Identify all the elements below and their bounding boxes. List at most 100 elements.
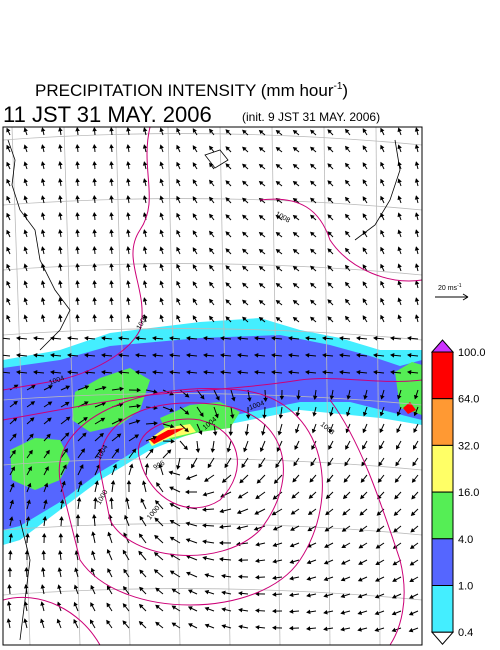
wind-arrow-head [306, 592, 311, 598]
wind-arrow-head [356, 370, 361, 375]
wind-arrow-head [397, 212, 402, 218]
wind-arrow-head [394, 494, 399, 500]
wind-arrow-head [311, 445, 316, 450]
wind-arrow-head [362, 145, 367, 150]
wind-arrow-head [323, 609, 328, 615]
wind-arrow-head [176, 246, 181, 252]
wind-arrow-head [292, 282, 298, 288]
wind-arrow-head [275, 300, 281, 305]
wind-arrow-head [40, 280, 46, 285]
wind-arrow-head [324, 543, 329, 548]
wind-arrow-head [92, 514, 97, 519]
wind-arrow-head [322, 336, 327, 341]
wind-arrow-head [322, 353, 327, 358]
wind-arrow-head [40, 195, 46, 200]
wind-arrow-head [153, 389, 158, 394]
wind-arrow-head [142, 178, 148, 183]
wind-arrow-head [171, 605, 177, 610]
wind-arrow-head [6, 195, 11, 201]
wind-arrow-head [92, 228, 97, 234]
wind-arrow-head [278, 414, 284, 419]
wind-arrow-head [407, 353, 412, 358]
coastline [354, 139, 401, 241]
wind-arrow-head [344, 281, 350, 287]
wind-arrow-head [242, 248, 247, 254]
wind-arrow-head [271, 511, 277, 516]
wind-arrow-head [356, 353, 361, 358]
wind-arrow-head [414, 212, 420, 217]
wind-arrow-head [209, 145, 214, 151]
meridian [375, 127, 381, 645]
wind-arrow-head [279, 395, 285, 401]
wind-arrow-head [410, 528, 416, 533]
wind-arrow [3, 354, 11, 357]
wind-arrow-head [258, 316, 264, 322]
wind-arrow-head [76, 497, 82, 502]
wind-arrow-head [258, 282, 264, 288]
wind-arrow-head [10, 466, 15, 471]
vector-scale-sup: -1 [457, 283, 462, 289]
wind-arrow-head [258, 146, 264, 152]
wind-arrow-head [129, 463, 134, 469]
wind-arrow-head [219, 557, 224, 562]
wind-arrow-head [109, 178, 114, 183]
wind-arrow-head [391, 594, 397, 599]
wind-arrow-head [276, 447, 281, 452]
wind-arrow-head [47, 417, 52, 422]
wind-arrow-head [242, 214, 247, 220]
wind-arrow-head [73, 618, 78, 624]
wind-arrow-head [345, 428, 350, 434]
wind-arrow-head [43, 499, 48, 504]
wind-arrow-head [195, 448, 201, 453]
wind-arrow-head [343, 478, 349, 483]
wind-arrow-head [142, 161, 148, 166]
isobar [259, 198, 422, 282]
wind-arrow-head [126, 144, 131, 149]
wind-arrow-head [414, 229, 420, 234]
wind-arrow-head [275, 130, 281, 135]
wind-arrow-head [142, 229, 148, 234]
wind-arrow-head [242, 231, 247, 237]
wind-arrow-head [242, 265, 247, 271]
wind-arrow-head [241, 463, 246, 469]
wind-arrow-head [92, 211, 97, 217]
wind-arrow-head [59, 499, 65, 504]
wind-arrow-head [305, 353, 310, 358]
wind-arrow-head [327, 248, 332, 253]
wind-arrow-head [310, 146, 315, 152]
wind-arrow-head [185, 538, 191, 543]
vector-scale-text: 20 ms [438, 285, 458, 292]
wind-arrow-head [101, 401, 107, 407]
wind-arrow-head [123, 568, 128, 574]
wind-arrow-head [134, 434, 140, 439]
wind-arrow-head [46, 433, 51, 439]
wind-arrow-head [380, 144, 385, 150]
wind-arrow-head [328, 445, 333, 450]
wind-arrow-head [202, 492, 208, 497]
wind-arrow-head [112, 463, 117, 469]
wind-arrow-head [192, 179, 197, 184]
wind-arrow-head [58, 297, 63, 302]
wind-arrow-head [414, 161, 420, 166]
wind-arrow-head [311, 428, 317, 434]
wind-arrow-head [396, 428, 401, 434]
wind-arrow-head [13, 400, 18, 406]
wind-arrow-head [236, 509, 242, 515]
wind-arrow-head [244, 431, 250, 436]
wind-arrow-head [152, 370, 157, 375]
wind-arrow-head [379, 428, 384, 434]
wind-arrow-head [360, 478, 366, 483]
precip-heavy [395, 362, 422, 415]
wind-arrow-head [58, 280, 63, 285]
wind-arrow-head [242, 299, 247, 305]
wind-arrow-head [258, 463, 263, 469]
wind-arrow-head [6, 280, 11, 286]
wind-arrow-head [7, 583, 12, 589]
wind-arrow-head [209, 298, 214, 304]
wind-arrow-head [210, 448, 216, 453]
wind-arrow-head [187, 606, 193, 611]
wind-arrow-head [327, 231, 332, 236]
wind-arrow-head [242, 316, 247, 322]
wind-arrow-head [43, 482, 49, 488]
wind-arrow-head [33, 370, 38, 375]
